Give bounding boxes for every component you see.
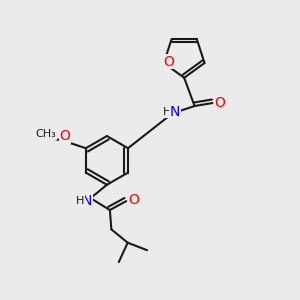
Text: H: H xyxy=(163,107,171,117)
Text: O: O xyxy=(128,193,139,207)
Text: H: H xyxy=(76,196,84,206)
Text: CH₃: CH₃ xyxy=(35,129,56,139)
Text: O: O xyxy=(60,129,70,143)
Text: O: O xyxy=(214,96,225,110)
Text: O: O xyxy=(163,55,174,68)
Text: N: N xyxy=(169,105,180,119)
Text: N: N xyxy=(82,194,92,208)
